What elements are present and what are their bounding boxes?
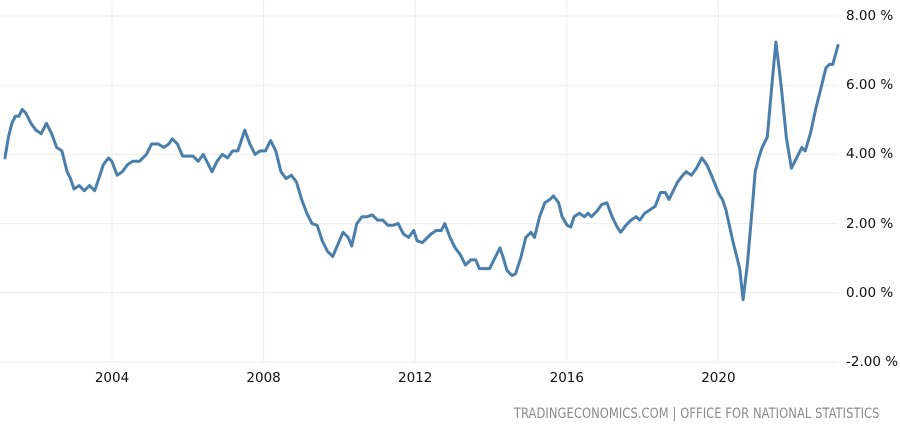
x-tick-label: 2012 xyxy=(398,370,433,386)
y-tick-label: 4.00 % xyxy=(846,146,894,163)
y-tick-label: 6.00 % xyxy=(846,77,894,94)
x-tick-label: 2016 xyxy=(549,370,584,386)
x-tick-label: 2008 xyxy=(246,370,281,386)
y-tick-label: 8.00 % xyxy=(846,8,894,24)
series-line-united-kingdom xyxy=(3,40,840,302)
y-tick-label: -2.00 % xyxy=(846,354,899,370)
y-tick-label: 2.00 % xyxy=(846,215,894,232)
source-attribution[interactable]: TRADINGECONOMICS.COM | OFFICE FOR NATION… xyxy=(514,406,880,422)
y-tick-label: 0.00 % xyxy=(846,284,894,301)
x-tick-label: 2020 xyxy=(701,370,736,386)
x-tick-label: 2004 xyxy=(94,370,130,386)
gridlines xyxy=(0,0,838,363)
